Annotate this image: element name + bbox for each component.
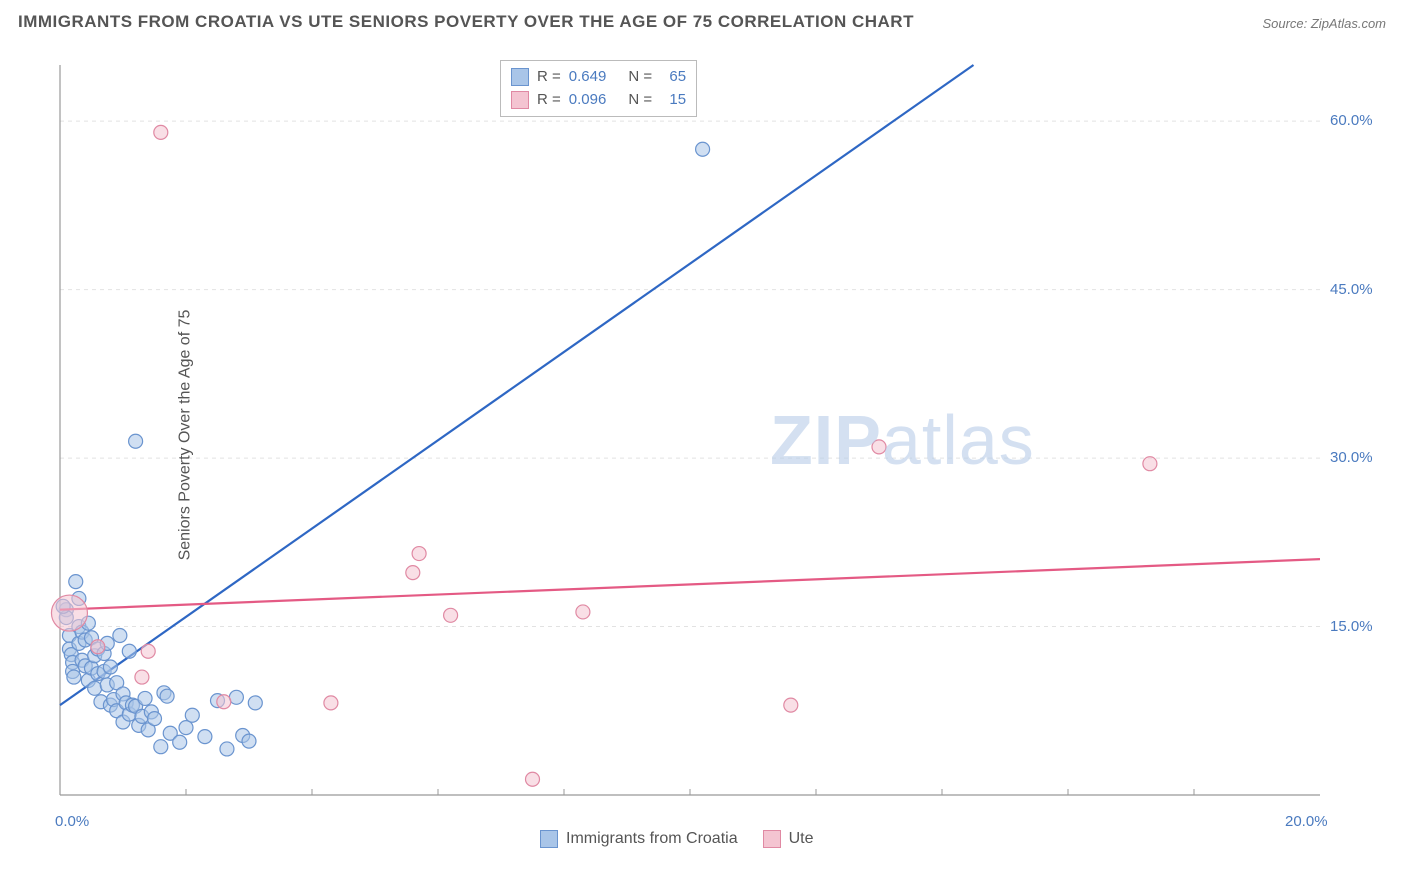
y-tick-label: 15.0% xyxy=(1330,618,1373,635)
chart-title: IMMIGRANTS FROM CROATIA VS UTE SENIORS P… xyxy=(18,12,914,32)
stat-r-value: 0.649 xyxy=(569,66,607,89)
x-tick-label: 0.0% xyxy=(55,813,89,830)
y-tick-label: 60.0% xyxy=(1330,112,1373,129)
stats-legend: R = 0.649 N = 65 R = 0.096 N = 15 xyxy=(500,60,697,117)
legend-swatch xyxy=(511,68,529,86)
chart-svg xyxy=(50,55,1380,815)
stat-r-label: R = xyxy=(537,66,561,89)
legend-swatch xyxy=(540,830,558,848)
stat-r-label: R = xyxy=(537,89,561,112)
stats-legend-row: R = 0.649 N = 65 xyxy=(511,66,686,89)
x-tick-label: 20.0% xyxy=(1285,813,1328,830)
y-tick-label: 30.0% xyxy=(1330,449,1373,466)
stat-n-value: 65 xyxy=(660,66,686,89)
plot-area: Seniors Poverty Over the Age of 75 ZIPat… xyxy=(50,55,1380,815)
series-label: Ute xyxy=(789,830,814,848)
series-legend-item: Immigrants from Croatia xyxy=(540,830,738,848)
legend-swatch xyxy=(763,830,781,848)
source-label: Source: ZipAtlas.com xyxy=(1262,16,1386,31)
series-label: Immigrants from Croatia xyxy=(566,830,738,848)
y-axis-label: Seniors Poverty Over the Age of 75 xyxy=(176,310,194,561)
series-legend: Immigrants from Croatia Ute xyxy=(540,830,814,848)
y-tick-label: 45.0% xyxy=(1330,281,1373,298)
stat-n-value: 15 xyxy=(660,89,686,112)
stat-n-label: N = xyxy=(628,89,652,112)
stat-r-value: 0.096 xyxy=(569,89,607,112)
stat-n-label: N = xyxy=(628,66,652,89)
legend-swatch xyxy=(511,91,529,109)
series-legend-item: Ute xyxy=(763,830,814,848)
stats-legend-row: R = 0.096 N = 15 xyxy=(511,89,686,112)
